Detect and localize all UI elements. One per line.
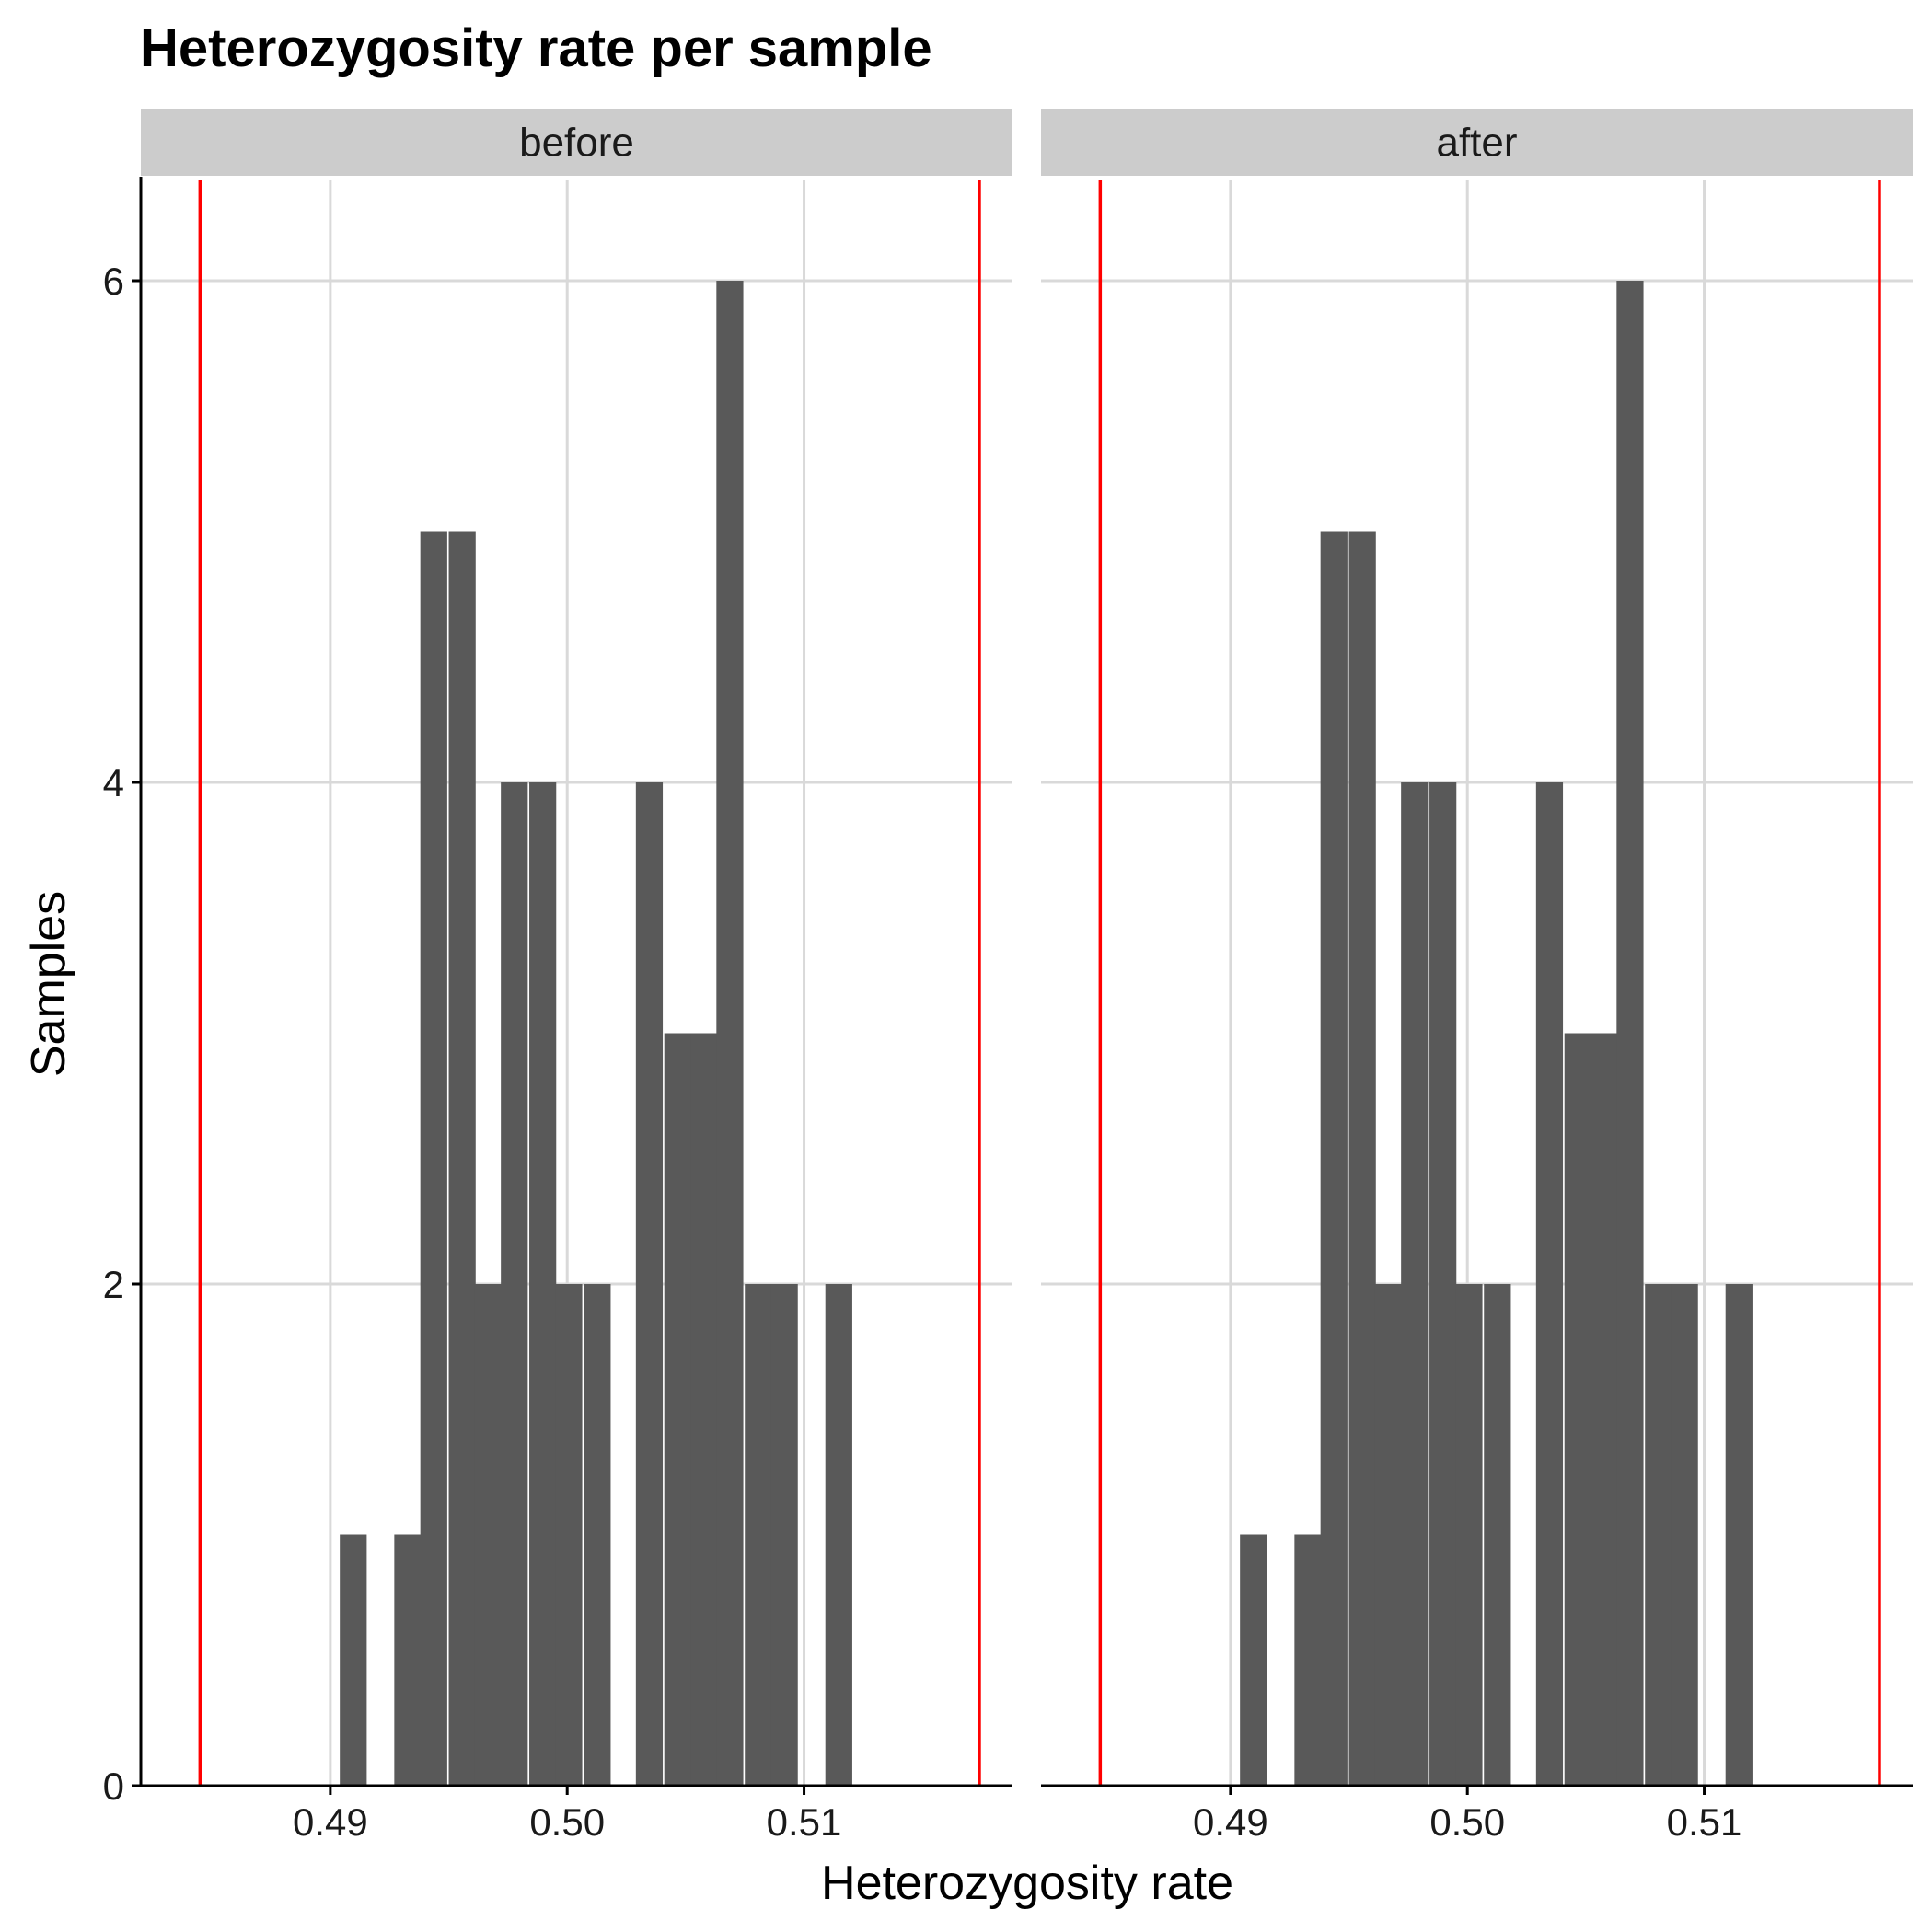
bar-after-16 (1671, 1284, 1698, 1786)
bar-after-18 (1725, 1284, 1753, 1786)
bar-before-0 (340, 1534, 367, 1786)
bar-before-11 (635, 782, 664, 1786)
bar-before-15 (745, 1284, 772, 1786)
bar-before-12 (664, 1033, 691, 1786)
y-tick-label-1: 2 (103, 1263, 124, 1306)
x-tick-label-before-1: 0.50 (529, 1800, 605, 1844)
bar-before-2 (394, 1534, 422, 1786)
bar-after-6 (1401, 782, 1429, 1786)
panel-before: before 0.49 0.50 0.51 0 2 4 6 (103, 109, 1012, 1844)
bar-before-8 (555, 1284, 583, 1786)
y-tick-label-2: 4 (103, 761, 124, 804)
bar-before-7 (529, 782, 557, 1786)
facet-label-after: after (1436, 121, 1517, 166)
bar-after-11 (1535, 782, 1564, 1786)
facet-strip-before (141, 109, 1012, 176)
bar-before-9 (584, 1284, 611, 1786)
bar-after-13 (1591, 1033, 1618, 1786)
bar-before-3 (420, 531, 447, 1786)
x-axis-title: Heterozygosity rate (821, 1857, 1233, 1910)
bar-after-7 (1429, 782, 1457, 1786)
bar-after-4 (1348, 531, 1376, 1786)
bar-after-5 (1374, 1284, 1403, 1786)
bar-before-14 (716, 281, 744, 1786)
bar-before-18 (825, 1284, 852, 1786)
x-tick-label-after-1: 0.50 (1429, 1800, 1505, 1844)
x-tick-label-after-0: 0.49 (1193, 1800, 1268, 1844)
bar-after-12 (1564, 1033, 1591, 1786)
bar-before-4 (448, 531, 476, 1786)
bar-before-16 (770, 1284, 798, 1786)
panel-after: after 0.49 0.50 0.51 (1041, 109, 1913, 1844)
bar-after-9 (1484, 1284, 1511, 1786)
bar-before-13 (690, 1033, 718, 1786)
bar-after-14 (1616, 281, 1644, 1786)
x-tick-label-before-2: 0.51 (767, 1800, 842, 1844)
y-axis-title: Samples (22, 891, 75, 1077)
bar-before-6 (501, 782, 528, 1786)
chart-title: Heterozygosity rate per sample (140, 18, 932, 78)
facet-strip-after (1041, 109, 1913, 176)
bar-before-5 (474, 1284, 503, 1786)
y-tick-label-3: 6 (103, 260, 124, 303)
panels-group: before 0.49 0.50 0.51 0 2 4 6 after 0.49 0.50 0.51 (103, 109, 1913, 1844)
bar-after-3 (1320, 531, 1348, 1786)
bar-after-8 (1455, 1284, 1483, 1786)
bar-after-15 (1645, 1284, 1672, 1786)
bar-after-2 (1294, 1534, 1322, 1786)
x-tick-label-before-0: 0.49 (293, 1800, 368, 1844)
y-tick-label-0: 0 (103, 1764, 124, 1808)
bar-after-0 (1240, 1534, 1267, 1786)
facet-label-before: before (519, 121, 634, 166)
x-tick-label-after-2: 0.51 (1667, 1800, 1742, 1844)
